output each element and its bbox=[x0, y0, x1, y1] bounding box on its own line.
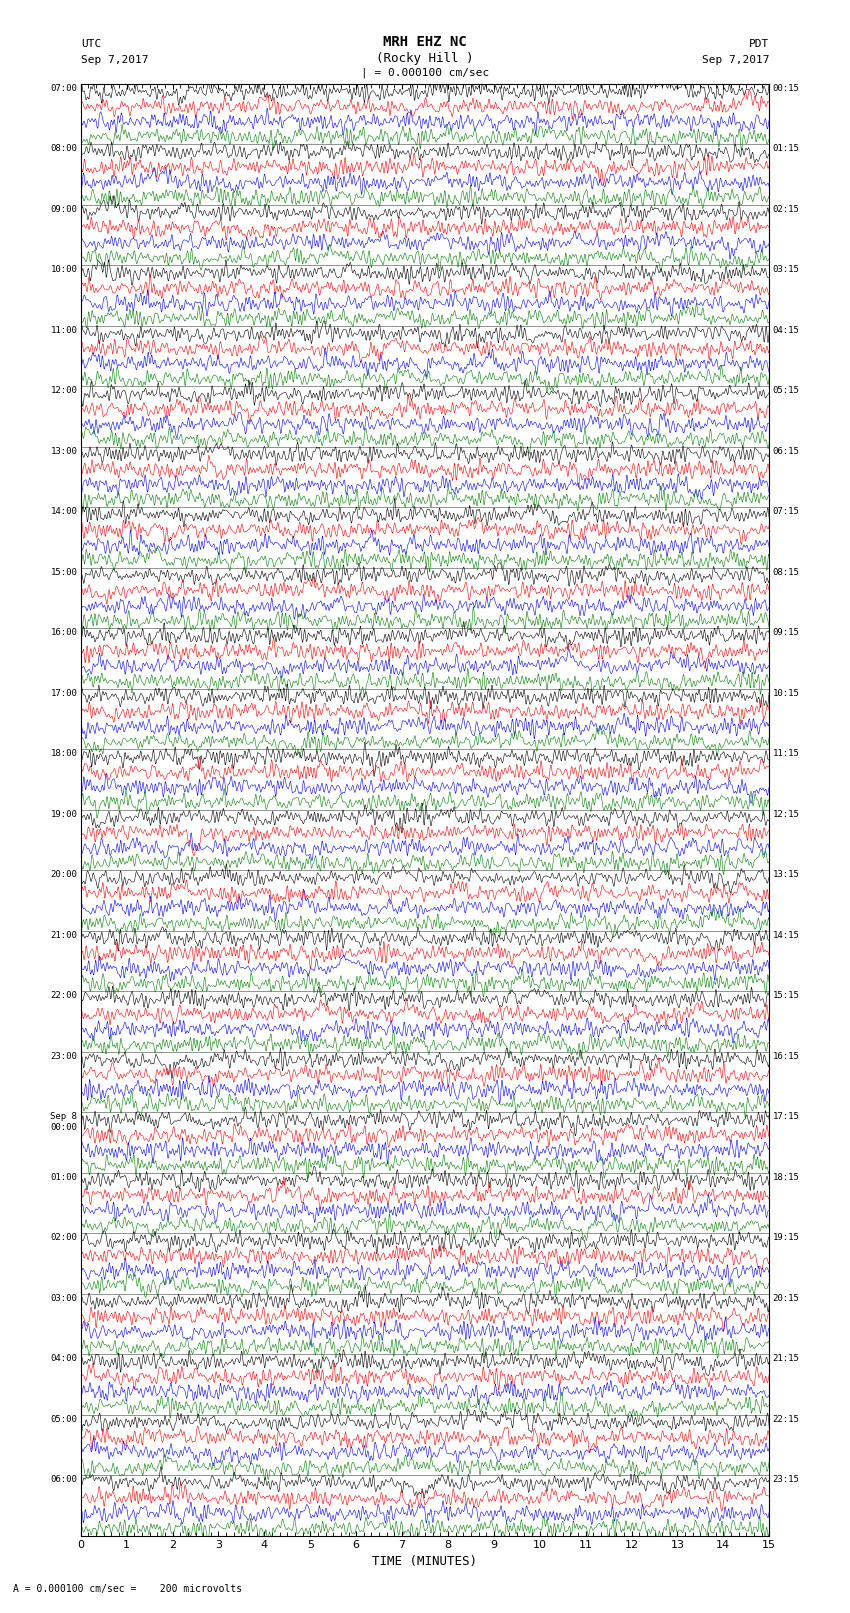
Text: 18:15: 18:15 bbox=[773, 1173, 800, 1182]
Text: 06:00: 06:00 bbox=[50, 1474, 77, 1484]
Text: 14:15: 14:15 bbox=[773, 931, 800, 940]
Text: 06:15: 06:15 bbox=[773, 447, 800, 456]
Text: 02:00: 02:00 bbox=[50, 1232, 77, 1242]
Text: 21:00: 21:00 bbox=[50, 931, 77, 940]
Text: 15:15: 15:15 bbox=[773, 990, 800, 1000]
Text: 05:00: 05:00 bbox=[50, 1415, 77, 1424]
Text: 07:15: 07:15 bbox=[773, 508, 800, 516]
Text: 10:15: 10:15 bbox=[773, 689, 800, 698]
Text: Sep 7,2017: Sep 7,2017 bbox=[702, 55, 769, 65]
Text: 00:15: 00:15 bbox=[773, 84, 800, 94]
Text: 13:15: 13:15 bbox=[773, 871, 800, 879]
Text: 17:15: 17:15 bbox=[773, 1113, 800, 1121]
Text: 20:15: 20:15 bbox=[773, 1294, 800, 1303]
Text: 05:15: 05:15 bbox=[773, 387, 800, 395]
Text: 13:00: 13:00 bbox=[50, 447, 77, 456]
Text: 07:00: 07:00 bbox=[50, 84, 77, 94]
Text: 16:00: 16:00 bbox=[50, 627, 77, 637]
Text: Sep 7,2017: Sep 7,2017 bbox=[81, 55, 148, 65]
Text: 22:00: 22:00 bbox=[50, 990, 77, 1000]
Text: 12:00: 12:00 bbox=[50, 387, 77, 395]
Text: 08:00: 08:00 bbox=[50, 145, 77, 153]
Text: 22:15: 22:15 bbox=[773, 1415, 800, 1424]
Text: 14:00: 14:00 bbox=[50, 508, 77, 516]
Text: MRH EHZ NC: MRH EHZ NC bbox=[383, 35, 467, 50]
Text: 16:15: 16:15 bbox=[773, 1052, 800, 1061]
Text: 04:00: 04:00 bbox=[50, 1355, 77, 1363]
Text: 01:15: 01:15 bbox=[773, 145, 800, 153]
Text: 20:00: 20:00 bbox=[50, 871, 77, 879]
Text: 21:15: 21:15 bbox=[773, 1355, 800, 1363]
Text: 08:15: 08:15 bbox=[773, 568, 800, 577]
Text: 15:00: 15:00 bbox=[50, 568, 77, 577]
Text: | = 0.000100 cm/sec: | = 0.000100 cm/sec bbox=[361, 68, 489, 79]
Text: (Rocky Hill ): (Rocky Hill ) bbox=[377, 52, 473, 65]
Text: PDT: PDT bbox=[749, 39, 769, 48]
Text: 09:00: 09:00 bbox=[50, 205, 77, 215]
Text: 04:15: 04:15 bbox=[773, 326, 800, 336]
Text: 01:00: 01:00 bbox=[50, 1173, 77, 1182]
Text: 11:00: 11:00 bbox=[50, 326, 77, 336]
Text: 03:00: 03:00 bbox=[50, 1294, 77, 1303]
Text: 10:00: 10:00 bbox=[50, 266, 77, 274]
Text: 18:00: 18:00 bbox=[50, 748, 77, 758]
Text: 19:00: 19:00 bbox=[50, 810, 77, 819]
Text: 11:15: 11:15 bbox=[773, 748, 800, 758]
Text: 23:15: 23:15 bbox=[773, 1474, 800, 1484]
Text: 12:15: 12:15 bbox=[773, 810, 800, 819]
Text: UTC: UTC bbox=[81, 39, 101, 48]
Text: A = 0.000100 cm/sec =    200 microvolts: A = 0.000100 cm/sec = 200 microvolts bbox=[13, 1584, 242, 1594]
Text: 02:15: 02:15 bbox=[773, 205, 800, 215]
Text: 23:00: 23:00 bbox=[50, 1052, 77, 1061]
Text: 19:15: 19:15 bbox=[773, 1232, 800, 1242]
Text: 17:00: 17:00 bbox=[50, 689, 77, 698]
X-axis label: TIME (MINUTES): TIME (MINUTES) bbox=[372, 1555, 478, 1568]
Text: Sep 8
00:00: Sep 8 00:00 bbox=[50, 1113, 77, 1132]
Text: 09:15: 09:15 bbox=[773, 627, 800, 637]
Text: 03:15: 03:15 bbox=[773, 266, 800, 274]
